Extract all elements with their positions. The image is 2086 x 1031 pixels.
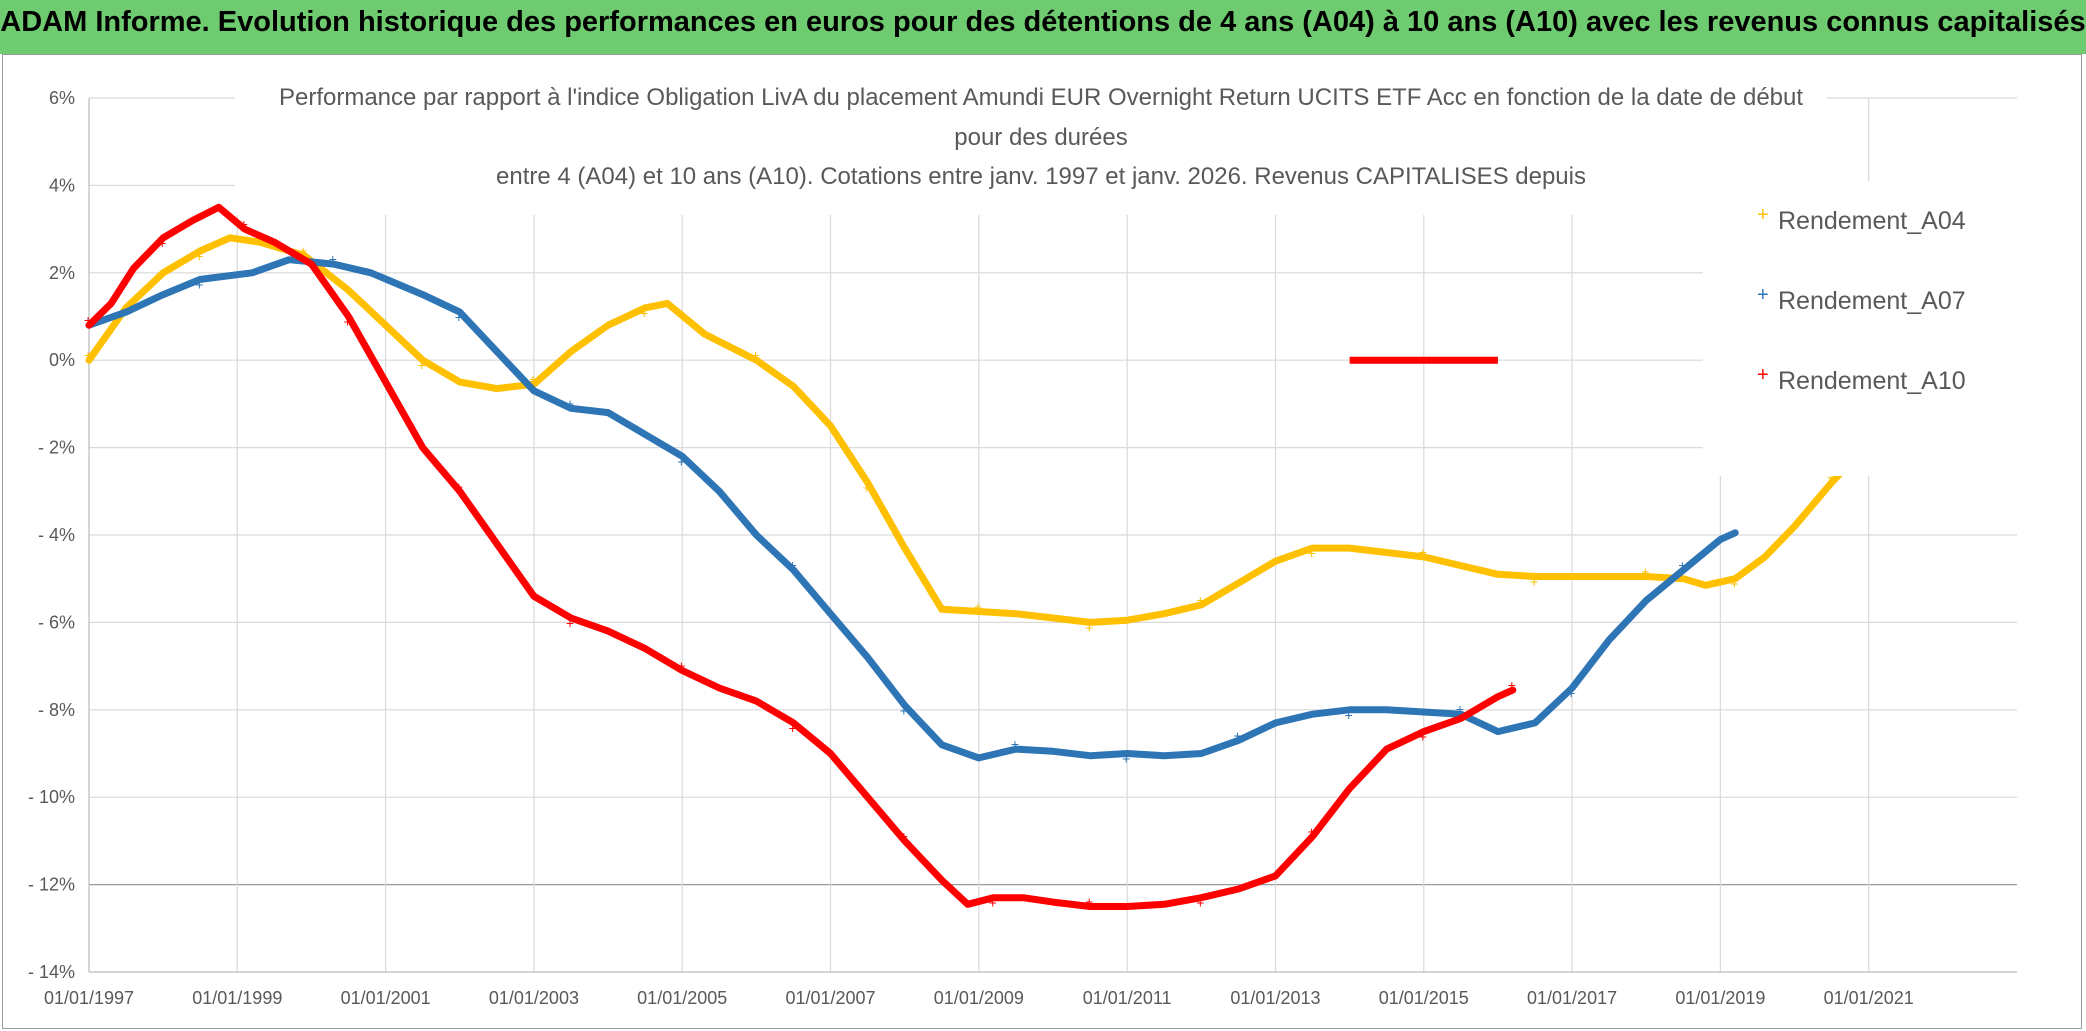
data-point: + bbox=[751, 347, 759, 363]
x-tick-label: 01/01/1997 bbox=[44, 988, 134, 1008]
data-point: + bbox=[1678, 557, 1686, 573]
data-point: + bbox=[1530, 574, 1538, 590]
data-point: + bbox=[1456, 701, 1464, 717]
legend-label-a07: Rendement_A07 bbox=[1778, 287, 1966, 315]
data-point: + bbox=[989, 895, 997, 911]
y-tick-label: - 14% bbox=[28, 962, 75, 982]
data-point: + bbox=[863, 480, 871, 496]
x-tick-label: 01/01/2005 bbox=[637, 988, 727, 1008]
x-tick-label: 01/01/2001 bbox=[341, 988, 431, 1008]
series-layer: ++ ++++++++++ +++++++++++++++++ +++++++++++… bbox=[84, 203, 1969, 911]
data-point: + bbox=[900, 828, 908, 844]
data-point: + bbox=[1308, 824, 1316, 840]
x-tick-label: 01/01/2017 bbox=[1527, 988, 1617, 1008]
y-tick-label: - 2% bbox=[38, 438, 75, 458]
y-tick-label: - 10% bbox=[28, 787, 75, 807]
data-point: + bbox=[455, 309, 463, 325]
y-tick-label: 0% bbox=[49, 350, 75, 370]
data-point: + bbox=[677, 657, 685, 673]
x-tick-label: 01/01/2011 bbox=[1083, 988, 1172, 1008]
legend-marker-a04: + bbox=[1757, 204, 1769, 226]
data-point: + bbox=[84, 312, 92, 328]
data-point: + bbox=[1730, 576, 1738, 592]
data-point: + bbox=[84, 347, 92, 363]
x-tick-label: 01/01/2009 bbox=[934, 988, 1024, 1008]
data-point: + bbox=[677, 453, 685, 469]
series-rendement_a10: + + + + + + + + + + + + + + + bbox=[84, 203, 1517, 911]
series-line-rendement_a04 bbox=[85, 234, 1969, 626]
data-point: + bbox=[195, 276, 203, 292]
data-point: + bbox=[329, 251, 337, 267]
data-point: + bbox=[240, 216, 248, 232]
data-point: + bbox=[1233, 727, 1241, 743]
data-point: + bbox=[1345, 707, 1353, 723]
data-point: + bbox=[640, 305, 648, 321]
x-tick-label: 01/01/2015 bbox=[1379, 988, 1469, 1008]
y-tick-label: - 4% bbox=[38, 525, 75, 545]
y-tick-label: - 8% bbox=[38, 700, 75, 720]
banner: ADAM Informe. Evolution historique des p… bbox=[0, 0, 2086, 54]
series-line-rendement_a07 bbox=[85, 256, 1739, 762]
x-tick-label: 01/01/2021 bbox=[1824, 988, 1914, 1008]
data-point: + bbox=[1419, 729, 1427, 745]
x-axis: 01/01/1997 01/01/1999 01/01/2001 01/01/2003… bbox=[44, 988, 1914, 1008]
y-tick-label: - 12% bbox=[28, 875, 75, 895]
chart-title-line-2: pour des durées bbox=[954, 124, 1127, 151]
data-point: + bbox=[974, 598, 982, 614]
y-tick-label: - 6% bbox=[38, 612, 75, 632]
data-point: + bbox=[1827, 470, 1835, 486]
data-point: + bbox=[1011, 736, 1019, 752]
data-point: + bbox=[195, 248, 203, 264]
data-point: + bbox=[788, 720, 796, 736]
y-tick-label: 4% bbox=[49, 175, 75, 195]
chart-title-line-3: entre 4 (A04) et 10 ans (A10). Cotations… bbox=[496, 163, 1586, 190]
data-point: + bbox=[1308, 545, 1316, 561]
data-point: + bbox=[566, 615, 574, 631]
y-tick-label: 2% bbox=[49, 263, 75, 283]
legend-marker-a10: + bbox=[1757, 364, 1769, 386]
data-point: + bbox=[84, 312, 92, 328]
x-tick-label: 01/01/2019 bbox=[1675, 988, 1765, 1008]
data-point: + bbox=[344, 314, 352, 330]
data-point: + bbox=[1122, 751, 1130, 767]
banner-title: ADAM Informe. Evolution historique des p… bbox=[0, 6, 2086, 38]
series-line-rendement_a10 bbox=[85, 203, 1517, 910]
series-rendement_a04: + + + + + + + + + + + + + + + + + + bbox=[84, 234, 1969, 635]
x-tick-label: 01/01/2013 bbox=[1230, 988, 1320, 1008]
y-axis: 6% 4% 2% 0% - 2% - 4% - 6% - 8% - 10% - 12% - 14% bbox=[28, 88, 75, 982]
y-tick-label: 6% bbox=[49, 88, 75, 108]
data-point: + bbox=[788, 557, 796, 573]
data-point: + bbox=[1567, 685, 1575, 701]
legend-background bbox=[1703, 181, 2033, 476]
data-point: + bbox=[900, 702, 908, 718]
data-point: + bbox=[299, 242, 307, 258]
x-tick-label: 01/01/2007 bbox=[785, 988, 875, 1008]
legend-label-a04: Rendement_A04 bbox=[1778, 207, 1966, 235]
legend: + Rendement_A04 + Rendement_A07 + Rendem… bbox=[1757, 204, 1966, 395]
data-point: + bbox=[1196, 895, 1204, 911]
x-tick-label: 01/01/2003 bbox=[489, 988, 579, 1008]
legend-label-a10: Rendement_A10 bbox=[1778, 367, 1966, 395]
legend-marker-a07: + bbox=[1757, 284, 1769, 306]
data-point: + bbox=[566, 395, 574, 411]
chart-title-line-1: Performance par rapport à l'indice Oblig… bbox=[279, 84, 1803, 111]
gridlines bbox=[88, 97, 2017, 973]
series-rendement_a07: + + + + + + + + + + + + + + + bbox=[84, 251, 1739, 767]
chart: ++ ++++++++++ +++++++++++++++++ +++++++++++… bbox=[28, 75, 2033, 1008]
data-point: + bbox=[418, 357, 426, 373]
title-background bbox=[235, 75, 1827, 215]
data-point: + bbox=[455, 478, 463, 494]
x-tick-label: 01/01/1999 bbox=[192, 988, 282, 1008]
data-point: + bbox=[1419, 544, 1427, 560]
data-point: + bbox=[1085, 619, 1093, 635]
data-point: + bbox=[1641, 564, 1649, 580]
data-point: + bbox=[1196, 592, 1204, 608]
chart-frame: + + + + + + + + + + + + + + + + + + + + + + + + + + + + + + + + + + + + + + + +… bbox=[2, 54, 2082, 1029]
chart-title: Performance par rapport à l'indice Oblig… bbox=[279, 84, 1803, 190]
data-point: + bbox=[1085, 893, 1093, 909]
data-point: + bbox=[529, 371, 537, 387]
data-point: + bbox=[158, 235, 166, 251]
data-point: + bbox=[1508, 677, 1516, 693]
